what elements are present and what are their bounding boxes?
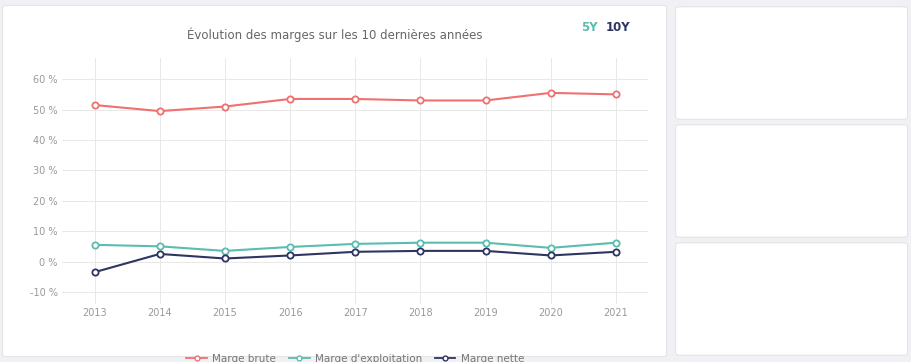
Text: (Moyenne sur 5 ans): (Moyenne sur 5 ans) [695,44,787,53]
Text: =: = [691,90,701,103]
Text: (inférieur à l'an dernier): (inférieur à l'an dernier) [773,210,891,219]
Legend: Marge brute, Marge d'exploitation, Marge nette: Marge brute, Marge d'exploitation, Marge… [182,349,527,362]
Text: NaN%: NaN% [714,328,749,338]
Circle shape [831,139,861,154]
Text: =: = [691,208,701,221]
Circle shape [831,21,861,36]
Text: 10Y: 10Y [605,21,630,34]
Text: i: i [844,142,847,151]
Text: i: i [844,260,847,269]
Text: NaN%: NaN% [714,92,749,102]
Text: =: = [691,326,701,339]
Text: +5.4 %: +5.4 % [695,179,761,197]
Text: +2.9 %: +2.9 % [695,297,761,315]
Circle shape [831,257,861,272]
Text: +54.5 %: +54.5 % [695,61,772,79]
Text: (inférieur à l'an dernier): (inférieur à l'an dernier) [773,92,891,101]
Text: Marge nette: Marge nette [695,259,772,269]
Text: Évolution des marges sur les 10 dernières années: Évolution des marges sur les 10 dernière… [187,27,482,42]
Text: NaN%: NaN% [714,210,749,220]
Text: i: i [844,24,847,33]
Text: Marge brute: Marge brute [695,23,772,33]
Text: (inférieur à l'an dernier): (inférieur à l'an dernier) [773,328,891,337]
Text: (Moyenne sur 5 ans): (Moyenne sur 5 ans) [695,162,787,171]
Text: (Moyenne sur 5 ans): (Moyenne sur 5 ans) [695,280,787,289]
Text: Marge d'exploitation: Marge d'exploitation [695,141,824,151]
Text: 5Y: 5Y [580,21,597,34]
